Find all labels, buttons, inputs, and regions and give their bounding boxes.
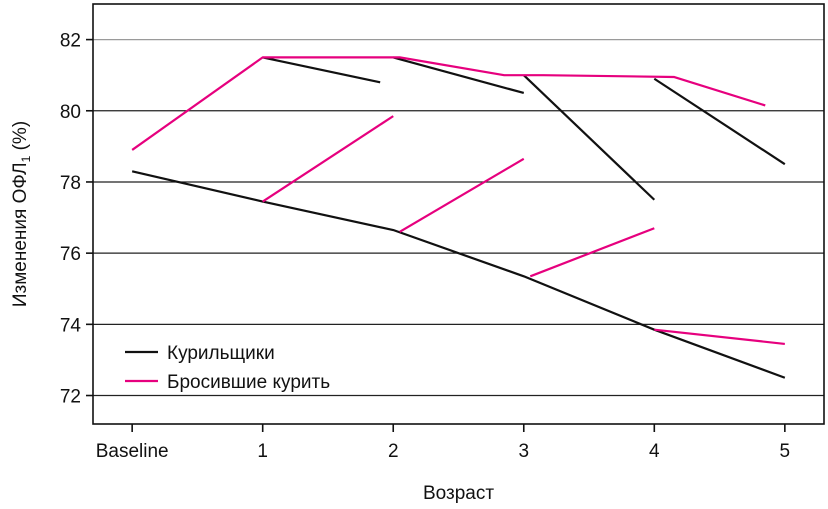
y-axis-title-subscript: 1 [19,155,33,162]
y-tick-label: 78 [60,173,81,194]
series-line-smokers-1 [262,56,381,84]
x-axis-title: Возраст [423,483,494,504]
legend: Курильщики Бросившие курить [125,343,330,393]
y-axis-title-main: Изменения ОФЛ [10,162,31,307]
x-tick-label: 1 [257,441,268,462]
series-line-quitters-1 [262,115,394,203]
x-tick-label: 5 [780,441,791,462]
series-line-quitters-4 [654,328,785,346]
legend-label-quitters: Бросившие курить [167,372,330,393]
series-line-smokers-2 [392,56,525,95]
y-tick-label: 74 [60,315,82,336]
series-line-smokers-4 [653,77,786,166]
y-tick-label: 72 [60,387,81,408]
series-line-smokers-3 [523,74,656,201]
y-axis-ticks: 72 74 76 78 80 82 [60,31,93,408]
series-line-quitters-2 [399,157,525,233]
y-tick-label: 80 [60,102,81,123]
series-line-quitters-3 [529,227,655,278]
plot-area-frame [92,3,825,425]
x-tick-label: 4 [649,441,660,462]
series-line-quitters-0 [131,56,766,151]
series-lines [131,56,786,379]
y-tick-label: 82 [60,31,81,52]
y-axis-title: Изменения ОФЛ1 (%) [10,121,33,307]
x-axis-ticks: Baseline 1 2 3 4 5 [96,424,790,462]
y-tick-label: 76 [60,244,81,265]
x-tick-label: Baseline [96,441,169,462]
series-line-smokers-0 [131,170,786,379]
y-axis-title-suffix: (%) [10,121,31,156]
legend-label-smokers: Курильщики [167,343,275,364]
x-tick-label: 2 [388,441,399,462]
x-tick-label: 3 [518,441,529,462]
